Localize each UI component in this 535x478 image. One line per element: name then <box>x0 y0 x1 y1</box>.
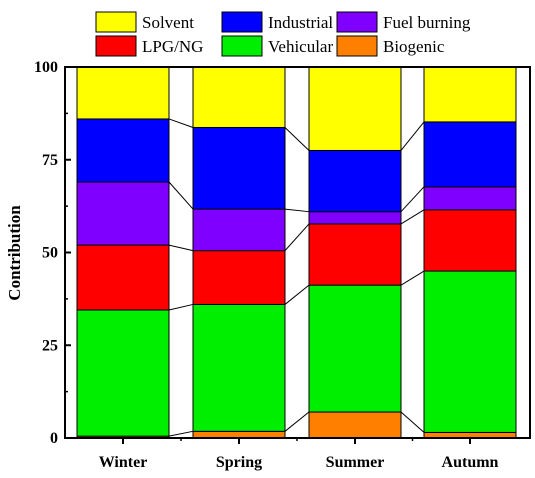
legend-swatch <box>336 11 378 33</box>
legend-swatch <box>221 11 263 33</box>
bar-autumn-vehicular <box>423 270 517 433</box>
bar-winter-solvent <box>76 66 170 120</box>
connector-line <box>400 270 425 286</box>
connector-line <box>168 430 194 437</box>
connector-line <box>284 127 310 151</box>
legend-swatch <box>336 35 378 57</box>
x-tick-label-summer: Summer <box>326 454 385 471</box>
bar-summer-solvent <box>308 66 402 151</box>
legend-item-industrial: Industrial <box>221 11 333 33</box>
legend-item-biogenic: Biogenic <box>336 35 445 57</box>
bar-autumn-solvent <box>423 66 517 123</box>
legend-item-solvent: Solvent <box>95 11 194 33</box>
legend-label: Industrial <box>268 13 333 32</box>
y-tick-label: 100 <box>34 59 58 76</box>
y-tick-label: 75 <box>42 152 58 169</box>
connector-line <box>168 181 194 210</box>
legend-label: Fuel burning <box>383 13 471 32</box>
bar-spring-fuel-burning <box>192 208 286 252</box>
x-tick-label-winter: Winter <box>99 454 148 471</box>
x-tick-label-spring: Spring <box>216 454 262 471</box>
bar-spring-vehicular <box>192 303 286 432</box>
axes: 0 25 50 75 100 Winter Spring Summer Autumn <box>34 59 531 471</box>
bar-summer-biogenic <box>308 411 402 439</box>
bar-spring-lpg-ng <box>192 250 286 305</box>
legend-item-fuel-burning: Fuel burning <box>336 11 471 33</box>
connector-line <box>400 411 425 433</box>
bar-summer-industrial <box>308 149 402 213</box>
bars <box>76 66 517 439</box>
bar-spring-solvent <box>192 66 286 128</box>
bar-winter-vehicular <box>76 309 170 437</box>
bar-winter-industrial <box>76 118 170 183</box>
y-tick-label: 50 <box>42 245 58 262</box>
y-tick-label: 0 <box>50 430 58 447</box>
connector-line <box>284 284 310 305</box>
legend-label: Vehicular <box>268 37 333 56</box>
legend-swatch <box>221 35 263 57</box>
connector-line <box>400 121 425 151</box>
connector-line <box>400 186 425 213</box>
legend-label: Biogenic <box>383 37 445 56</box>
legend: Solvent Industrial Fuel burning LPG/NG Vehic… <box>95 11 471 57</box>
y-tick-label: 25 <box>42 337 58 354</box>
legend-swatch <box>95 35 137 57</box>
y-axis-title: Contribution <box>5 205 24 301</box>
connector-line <box>400 209 425 225</box>
bar-winter-lpg-ng <box>76 244 170 311</box>
connector-line <box>284 411 310 432</box>
legend-label: Solvent <box>142 13 194 32</box>
connector-line <box>168 244 194 252</box>
bar-summer-fuel-burning <box>308 211 402 225</box>
bar-autumn-lpg-ng <box>423 209 517 272</box>
bar-summer-lpg-ng <box>308 223 402 286</box>
bar-summer-vehicular <box>308 284 402 413</box>
connector-line <box>168 118 194 128</box>
bar-spring-biogenic <box>192 430 286 439</box>
connector-line <box>284 208 310 213</box>
connector-line <box>168 303 194 311</box>
legend-item-vehicular: Vehicular <box>221 35 333 57</box>
bar-spring-industrial <box>192 126 286 210</box>
x-tick-label-autumn: Autumn <box>442 454 499 471</box>
bar-autumn-fuel-burning <box>423 186 517 211</box>
legend-swatch <box>95 11 137 33</box>
legend-label: LPG/NG <box>142 37 203 56</box>
legend-item-lpg-ng: LPG/NG <box>95 35 203 57</box>
connector-line <box>284 223 310 251</box>
bar-autumn-industrial <box>423 121 517 188</box>
bar-winter-fuel-burning <box>76 181 170 246</box>
